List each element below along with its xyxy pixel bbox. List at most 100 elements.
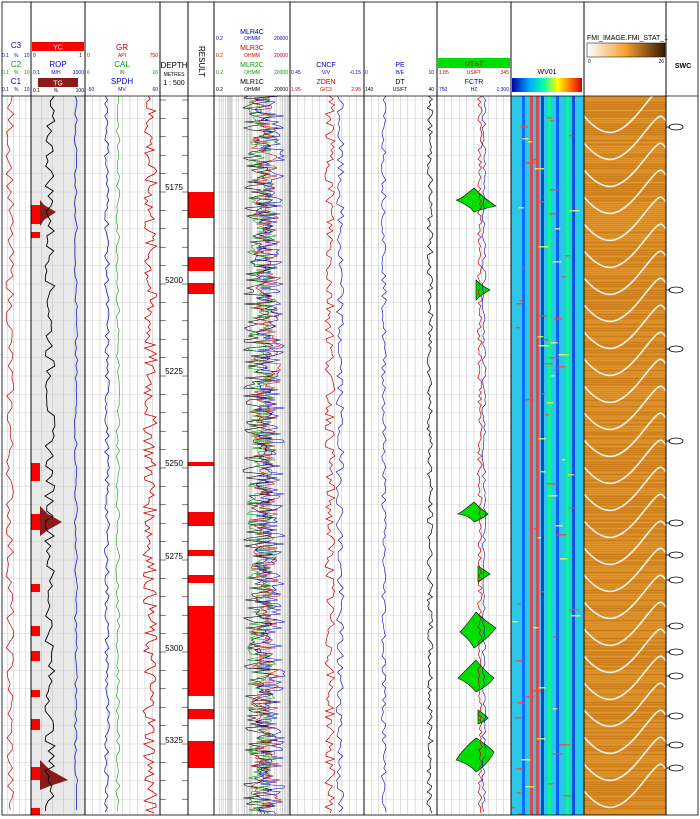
waveform-speckle: [516, 768, 524, 770]
fmi-texture: [584, 726, 666, 727]
fmi-texture: [584, 616, 666, 617]
yc-block: [31, 205, 40, 224]
mlr4c-scale-min: 0.2: [216, 36, 223, 42]
cal-curve: [115, 95, 121, 812]
fmi-texture: [584, 114, 666, 115]
fmi-texture: [584, 142, 666, 143]
mlr2c-scale-max: 20000: [274, 70, 288, 76]
dtst-fill: [455, 187, 497, 213]
result-interval: [188, 741, 214, 768]
fmi-texture: [584, 804, 666, 805]
fmi-texture: [584, 580, 666, 581]
c2-scale-min: 0.1: [2, 70, 9, 76]
fmi-texture: [584, 146, 666, 147]
fmi-texture: [584, 404, 666, 405]
waveform-speckle: [524, 399, 534, 401]
fmi-sinusoid: [583, 466, 667, 512]
fmi-texture: [584, 176, 666, 177]
fmi-texture: [584, 228, 666, 229]
fmi-texture: [584, 132, 666, 133]
fmi-texture: [584, 690, 666, 691]
gas-track-header: C3 0.1 % 10 C2 0.1 % 10 C1 0.1 % 10: [2, 41, 30, 93]
fmi-texture: [584, 756, 666, 757]
fmi-texture: [584, 254, 666, 255]
mlr2c-curve-name: MLR2C: [240, 62, 264, 69]
rop-curve-name: ROP: [49, 60, 66, 69]
fmi-texture: [584, 306, 666, 307]
result-interval: [188, 462, 214, 466]
fmi-texture: [584, 154, 666, 155]
waveform-speckle: [540, 591, 545, 593]
fmi-texture: [584, 184, 666, 185]
fmi-texture: [584, 762, 666, 763]
fmi-texture: [584, 468, 666, 469]
fmi-texture: [584, 408, 666, 409]
fmi-sinusoid: [583, 520, 667, 566]
fmi-sinusoid: [583, 574, 667, 620]
spdh-curve-name: SPDH: [111, 77, 133, 86]
fmi-texture: [584, 744, 666, 745]
fmi-texture: [584, 562, 666, 563]
fmi-texture: [584, 336, 666, 337]
fmi-texture: [584, 518, 666, 519]
result-interval: [188, 550, 214, 556]
fmi-texture: [584, 218, 666, 219]
fmi-texture: [584, 550, 666, 551]
waveform-speckle: [552, 753, 563, 755]
fmi-texture: [584, 268, 666, 269]
fmi-texture: [584, 662, 666, 663]
fmi-texture: [584, 354, 666, 355]
fmi-texture: [584, 210, 666, 211]
fmi-texture: [584, 276, 666, 277]
fmi-texture: [584, 578, 666, 579]
fmi-texture: [584, 496, 666, 497]
fmi-texture: [584, 390, 666, 391]
fmi-texture: [584, 696, 666, 697]
fmi-texture: [584, 542, 666, 543]
fmi-texture: [584, 100, 666, 101]
fmi-texture: [584, 676, 666, 677]
fmi-texture: [584, 706, 666, 707]
fmi-texture: [584, 732, 666, 733]
fmi-scale-min: 0: [588, 59, 591, 65]
yc-block: [31, 584, 40, 592]
fmi-sinusoid: [583, 736, 667, 782]
swc-marker: [668, 576, 684, 584]
rop-scale-max: 1000: [73, 70, 84, 76]
fmi-texture: [584, 302, 666, 303]
fmi-texture: [584, 236, 666, 237]
fmi-texture: [584, 108, 666, 109]
fmi-texture: [584, 740, 666, 741]
fmi-texture: [584, 748, 666, 749]
fmi-texture: [584, 560, 666, 561]
track-frame: [1, 1, 32, 816]
fmi-texture: [584, 802, 666, 803]
waveform-speckle: [556, 534, 567, 536]
fmi-texture: [584, 256, 666, 257]
fmi-texture: [584, 724, 666, 725]
fmi-texture: [584, 304, 666, 305]
fmi-texture: [584, 278, 666, 279]
fmi-texture: [584, 430, 666, 431]
waveform-speckle: [527, 141, 533, 143]
dtst-fill: [457, 659, 495, 693]
fmi-sinusoid: [583, 412, 667, 458]
waveform-speckle: [548, 495, 558, 497]
fmi-texture: [584, 506, 666, 507]
tg-header-bar: [38, 78, 78, 87]
fmi-texture: [584, 540, 666, 541]
fmi-texture: [584, 738, 666, 739]
waveform-speckle: [549, 213, 557, 215]
waveform-speckle: [546, 117, 553, 119]
fmi-texture: [584, 588, 666, 589]
fmi-texture: [584, 462, 666, 463]
fmi-texture: [584, 698, 666, 699]
waveform-speckle: [521, 759, 531, 761]
fmi-texture: [584, 798, 666, 799]
fmi-texture: [584, 308, 666, 309]
fmi-texture: [584, 164, 666, 165]
c1-scale-max: 10: [24, 87, 30, 93]
waveform-speckle: [522, 138, 529, 140]
fmi-title: FMI_IMAGE.FMI_STAT_1: [587, 35, 668, 42]
fmi-texture: [584, 782, 666, 783]
